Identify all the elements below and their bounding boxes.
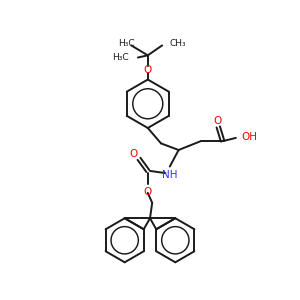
Text: H₃C: H₃C — [112, 53, 129, 62]
Text: O: O — [144, 188, 152, 197]
Text: CH₃: CH₃ — [170, 39, 186, 48]
Text: O: O — [129, 149, 138, 159]
Text: OH: OH — [242, 132, 257, 142]
Text: O: O — [144, 64, 152, 75]
Text: H₃C: H₃C — [118, 39, 135, 48]
Text: O: O — [213, 116, 221, 126]
Text: NH: NH — [162, 170, 178, 180]
